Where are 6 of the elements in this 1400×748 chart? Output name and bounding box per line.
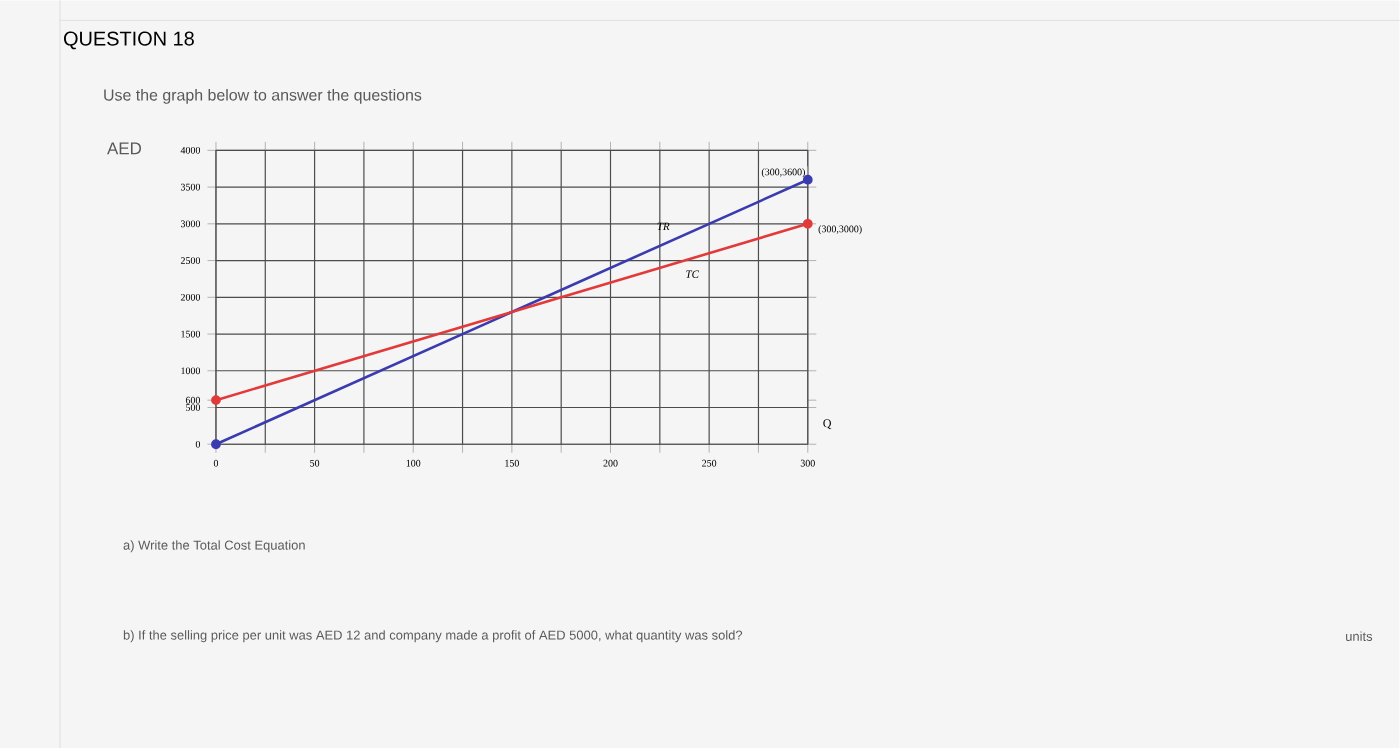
point <box>802 174 813 185</box>
point <box>802 218 813 229</box>
point <box>211 439 221 449</box>
y-axis-title: AED <box>107 142 142 154</box>
point <box>211 395 221 405</box>
chart-title: QUESTION 18 <box>63 31 194 49</box>
